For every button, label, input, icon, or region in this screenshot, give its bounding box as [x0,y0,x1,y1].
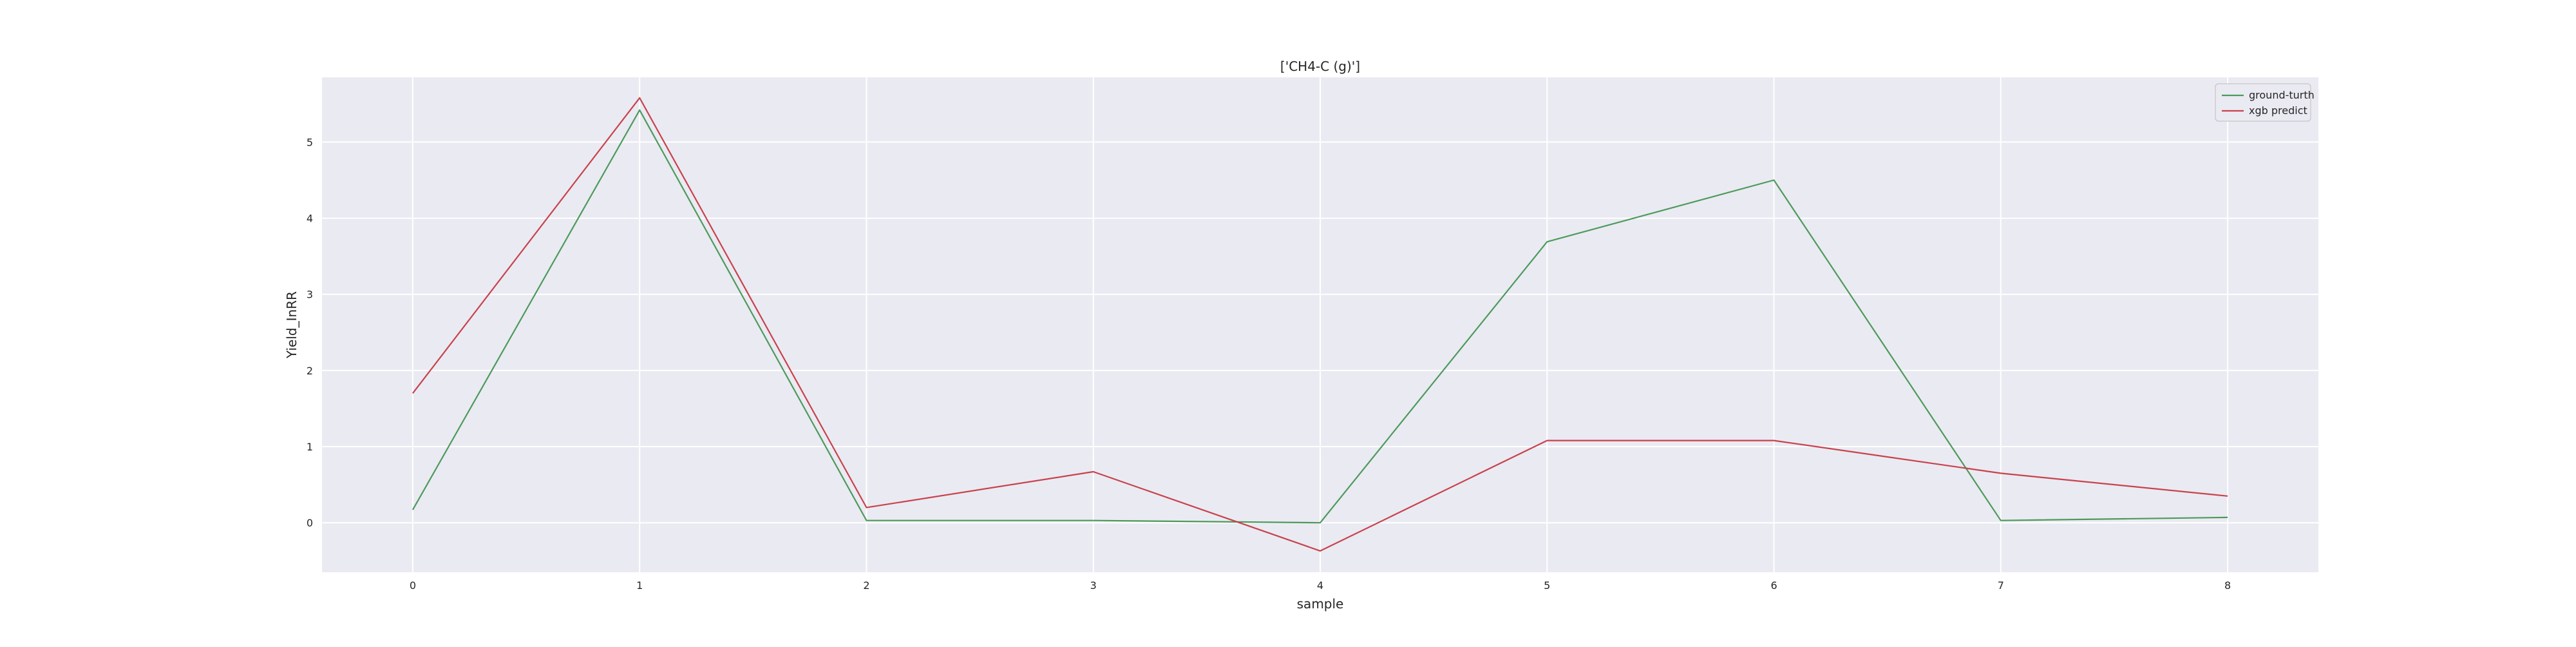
x-tick-label: 6 [1770,579,1777,592]
tick-labels: 0 1 2 3 4 5 6 7 8 0 1 2 3 4 5 [307,136,2231,592]
y-axis-label: Yield_InRR [284,291,299,359]
y-tick-label: 1 [307,441,313,453]
legend-box [2215,83,2311,122]
x-tick-label: 4 [1317,579,1323,592]
series-line-ground-truth [412,109,2228,524]
x-tick-label: 1 [636,579,643,592]
y-tick-label: 2 [307,365,313,377]
x-tick-label: 2 [863,579,869,592]
y-tick-label: 5 [307,136,313,148]
x-tick-label: 0 [410,579,416,592]
x-tick-label: 8 [2224,579,2231,592]
chart-title: ['CH4-C (g)'] [1280,59,1360,74]
series-lines [412,97,2228,552]
y-tick-label: 3 [307,289,313,301]
y-tick-label: 4 [307,213,313,225]
legend-label: ground-turth [2249,89,2315,101]
y-tick-label: 0 [307,517,313,529]
x-tick-label: 5 [1544,579,1550,592]
x-tick-label: 7 [1998,579,2004,592]
legend: ground-turth xgb predict [2215,83,2315,122]
x-axis-label: sample [1297,596,1344,612]
legend-label: xgb predict [2249,104,2307,117]
series-line-xgb-predict [412,97,2228,552]
x-tick-label: 3 [1090,579,1097,592]
